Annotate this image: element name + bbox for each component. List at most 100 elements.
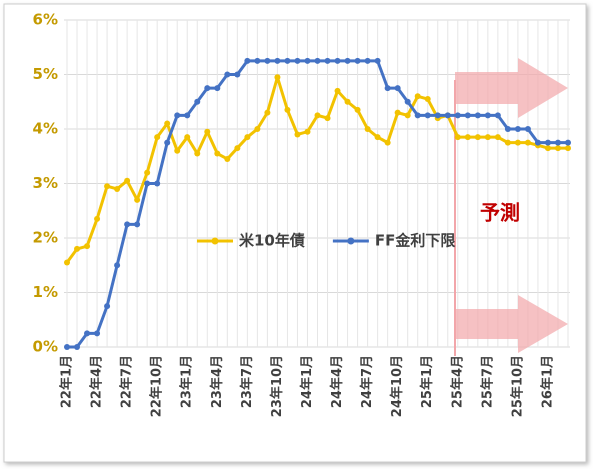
y-tick-label: 4% xyxy=(33,120,58,138)
marker xyxy=(544,145,551,152)
marker xyxy=(424,96,431,103)
marker xyxy=(554,145,561,152)
marker xyxy=(294,57,301,64)
x-tick-label: 25年1月 xyxy=(419,355,435,408)
marker xyxy=(164,120,171,127)
x-tick-label: 22年1月 xyxy=(59,355,75,408)
x-tick-label: 24年1月 xyxy=(299,355,315,408)
marker xyxy=(434,112,441,119)
marker xyxy=(64,344,70,350)
marker xyxy=(204,128,211,135)
x-tick-label: 25年10月 xyxy=(509,355,525,417)
y-tick-label: 5% xyxy=(33,65,58,83)
marker xyxy=(154,180,161,187)
marker xyxy=(484,112,491,119)
marker xyxy=(174,112,181,119)
x-tick-label: 22年10月 xyxy=(149,355,165,417)
marker xyxy=(194,98,201,105)
legend-marker xyxy=(347,237,355,245)
marker xyxy=(344,57,351,64)
legend-label: 米10年債 xyxy=(239,232,305,250)
x-tick-label: 23年10月 xyxy=(269,355,285,417)
marker xyxy=(544,139,551,146)
marker xyxy=(344,98,351,105)
marker xyxy=(464,134,471,141)
marker xyxy=(524,126,531,132)
annotation: 予測 xyxy=(480,201,520,225)
x-tick-label: 24年10月 xyxy=(389,355,405,417)
marker xyxy=(404,112,411,119)
marker xyxy=(444,112,451,119)
marker xyxy=(524,139,531,146)
y-tick-label: 6% xyxy=(33,11,58,29)
marker xyxy=(184,134,191,141)
marker xyxy=(324,115,331,122)
marker xyxy=(324,57,331,64)
marker xyxy=(424,112,431,119)
legend-marker xyxy=(211,237,219,245)
marker xyxy=(494,112,501,119)
x-tick-label: 24年7月 xyxy=(359,355,375,408)
marker xyxy=(254,126,261,132)
marker xyxy=(565,145,571,152)
marker xyxy=(534,139,541,146)
x-tick-label: 25年4月 xyxy=(449,355,465,408)
marker xyxy=(274,74,281,81)
marker xyxy=(374,57,381,64)
forecast-overlay xyxy=(454,58,568,356)
marker xyxy=(565,139,571,146)
marker xyxy=(334,57,341,64)
marker xyxy=(394,109,401,116)
marker xyxy=(514,126,521,132)
marker xyxy=(124,221,131,228)
marker xyxy=(134,196,141,203)
marker xyxy=(494,134,501,141)
marker xyxy=(224,155,231,162)
marker xyxy=(104,183,111,190)
x-tick-label: 23年4月 xyxy=(209,355,225,408)
marker xyxy=(294,131,301,138)
marker xyxy=(474,112,481,119)
marker xyxy=(554,139,561,146)
marker xyxy=(194,150,201,157)
marker xyxy=(84,243,91,250)
y-tick-label: 0% xyxy=(33,338,58,356)
x-tick-label: 24年4月 xyxy=(329,355,345,408)
marker xyxy=(354,106,361,113)
marker xyxy=(464,112,471,119)
marker xyxy=(314,57,321,64)
marker xyxy=(124,177,131,184)
marker xyxy=(214,150,221,157)
marker xyxy=(104,303,111,310)
marker xyxy=(244,57,251,64)
marker xyxy=(74,245,81,252)
marker xyxy=(234,71,241,78)
legend-label: FF金利下限 xyxy=(375,232,456,250)
marker xyxy=(364,57,371,64)
marker xyxy=(374,134,381,141)
marker xyxy=(114,185,121,192)
marker xyxy=(504,126,511,132)
marker xyxy=(264,109,271,116)
marker xyxy=(384,85,391,92)
forecast-arrow xyxy=(455,295,568,353)
marker xyxy=(144,169,151,176)
marker xyxy=(94,215,101,222)
marker xyxy=(414,93,421,100)
marker xyxy=(414,112,421,119)
marker xyxy=(304,57,311,64)
y-tick-label: 1% xyxy=(33,283,58,301)
marker xyxy=(144,180,151,187)
marker xyxy=(284,106,291,113)
y-tick-label: 2% xyxy=(33,229,58,247)
marker xyxy=(214,85,221,92)
marker xyxy=(354,57,361,64)
x-tick-label: 26年1月 xyxy=(539,355,555,408)
marker xyxy=(244,134,251,141)
marker xyxy=(174,147,181,154)
y-tick-label: 3% xyxy=(33,174,58,192)
marker xyxy=(334,87,341,94)
marker xyxy=(84,330,91,337)
x-tick-label: 23年7月 xyxy=(239,355,255,408)
